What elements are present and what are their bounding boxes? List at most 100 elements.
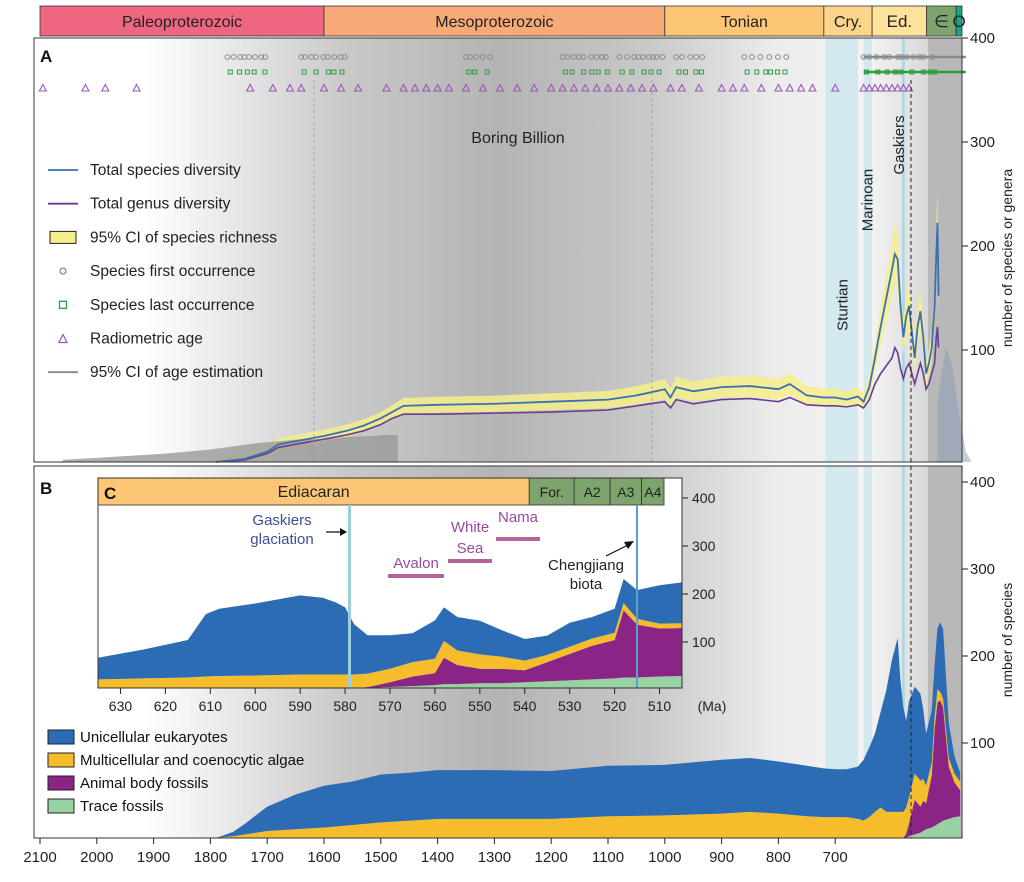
main-xtick-label-800: 800 xyxy=(766,849,791,866)
panel-a-y-tick-label-300: 300 xyxy=(970,134,995,151)
first-occurrence-marker xyxy=(262,54,269,60)
first-occurrence-marker xyxy=(679,54,685,60)
radiometric-age-marker xyxy=(461,83,471,92)
era-tonian-box xyxy=(664,5,825,37)
panel-c-trace-fossils-area xyxy=(98,676,682,688)
radiometric-age-marker xyxy=(100,83,110,92)
radiometric-age-marker xyxy=(433,83,443,92)
last-occurrence-marker xyxy=(484,69,490,75)
first-occurrence-marker xyxy=(646,54,652,60)
first-occurrence-marker xyxy=(341,54,348,60)
glaciation-gaskiers-label: Gaskiers xyxy=(891,115,908,174)
radiometric-age-marker xyxy=(245,83,255,92)
panel-c-ytick-label-400: 400 xyxy=(692,490,716,506)
panel-c-x-unit: (Ma) xyxy=(698,698,727,714)
panel-c-xtick-label-630: 630 xyxy=(109,698,133,714)
radiometric-age-marker xyxy=(626,83,636,92)
legend-a-radiometric-age-label: Radiometric age xyxy=(90,331,203,348)
legend-a-radiometric-age-swatch xyxy=(58,333,68,344)
radiometric-age-marker xyxy=(268,83,278,92)
panel-c-multicellular-and-coenocytic-algae-area xyxy=(98,603,682,688)
last-occurrence-marker xyxy=(763,69,769,75)
white-sea-label-line2: Sea xyxy=(457,540,484,557)
radiometric-age-marker xyxy=(546,83,556,92)
main-xtick-label-1300: 1300 xyxy=(478,849,511,866)
glaciation-marinoan-band-b xyxy=(863,466,873,838)
radiometric-age-marker xyxy=(495,83,505,92)
legend-a-species-first-occurrence-swatch xyxy=(59,267,67,275)
last-occurrence-marker xyxy=(237,69,243,75)
era-o-box xyxy=(955,5,963,37)
panel-b-y-axis: 100 200 300 400 xyxy=(961,466,995,838)
panel-c-xtick-label-580: 580 xyxy=(333,698,357,714)
stage-for-label: For. xyxy=(540,484,564,500)
panel-c-ytick-label-100: 100 xyxy=(692,634,716,650)
panel-a-legend: Total species diversity Total genus diver… xyxy=(48,162,277,381)
last-occurrence-marker xyxy=(641,69,647,75)
last-occurrence-marker xyxy=(472,69,478,75)
legend-b-trace-fossils-label: Trace fossils xyxy=(80,798,164,815)
radiometric-age-marker xyxy=(353,83,363,92)
era-ed-box xyxy=(871,5,928,37)
species-diversity-line xyxy=(215,222,940,463)
radiometric-age-marker xyxy=(603,83,613,92)
first-occurrence-marker xyxy=(757,54,764,60)
avalon-bar xyxy=(388,574,444,578)
main-x-axis: 2100 2000 1900 1800 1700 1600 1500 1400 1300 1200… xyxy=(23,837,962,866)
main-xtick-label-700: 700 xyxy=(823,849,848,866)
first-occurrence-marker xyxy=(258,54,265,60)
panel-b-stacked-areas xyxy=(216,622,961,838)
panel-c-xtick-label-570: 570 xyxy=(378,698,402,714)
last-occurrence-marker xyxy=(339,69,345,75)
panel-c-y-axis: 100 200 300 400 xyxy=(682,490,716,650)
last-occurrence-marker xyxy=(244,69,250,75)
last-occurrence-marker xyxy=(629,69,635,75)
first-occurrence-marker xyxy=(237,54,244,60)
radiometric-age-marker xyxy=(694,83,704,92)
radiometric-age-marker xyxy=(319,83,329,92)
first-occurrence-marker xyxy=(576,54,582,60)
last-occurrence-marker xyxy=(754,69,760,75)
legend-a-total-species-diversity-label: Total species diversity xyxy=(90,162,241,179)
last-occurrence-marker xyxy=(682,69,688,75)
radiometric-age-marker xyxy=(864,83,874,92)
panel-c-stacked-areas xyxy=(98,579,682,688)
era-o-label: O xyxy=(952,12,965,31)
radiometric-age-marker xyxy=(717,83,727,92)
last-occurrence-marker xyxy=(693,69,699,75)
last-occurrence-marker xyxy=(604,69,610,75)
nama-bar xyxy=(496,537,540,541)
panel-b-y-tick-label-200: 200 xyxy=(970,648,995,665)
main-xtick-label-2000: 2000 xyxy=(80,849,113,866)
first-occurrence-marker xyxy=(246,54,252,60)
last-occurrence-marker xyxy=(313,69,319,75)
era-item-box xyxy=(926,5,957,37)
main-xtick-label-1700: 1700 xyxy=(251,849,284,866)
panel-c-xtick-label-600: 600 xyxy=(244,698,268,714)
age-ci-right xyxy=(937,347,972,462)
main-xtick-label-1800: 1800 xyxy=(194,849,227,866)
last-occurrence-marker xyxy=(466,69,472,75)
first-occurrence-marker xyxy=(616,54,623,60)
first-occurrence-marker xyxy=(640,54,646,60)
radiometric-age-marker xyxy=(887,83,897,92)
radiometric-age-marker xyxy=(893,83,903,92)
radiometric-age-marker xyxy=(808,83,817,92)
panel-a-letter: A xyxy=(40,47,52,66)
legend-b-unicellular-eukaryotes-swatch xyxy=(47,729,75,745)
boring-billion-label: Boring Billion xyxy=(471,130,564,147)
radiometric-age-marker xyxy=(410,83,420,92)
first-occurrence-marker xyxy=(588,54,595,60)
last-occurrence-marker xyxy=(782,69,788,75)
legend-a-95-ci-of-species-richness-swatch xyxy=(49,230,77,244)
legend-b-animal-body-fossils-swatch xyxy=(47,775,75,791)
panel-c-xtick-label-510: 510 xyxy=(648,698,672,714)
radiometric-age-marker xyxy=(785,83,795,92)
radiometric-age-marker xyxy=(336,83,346,92)
last-occurrence-marker xyxy=(562,69,568,75)
white-sea-label-line1: White xyxy=(451,519,489,536)
radiometric-age-marker xyxy=(529,83,539,92)
radiometric-age-marker xyxy=(382,83,391,92)
panel-c-stage-bar: Ediacaran For. A2 A3 A4 xyxy=(97,477,665,506)
